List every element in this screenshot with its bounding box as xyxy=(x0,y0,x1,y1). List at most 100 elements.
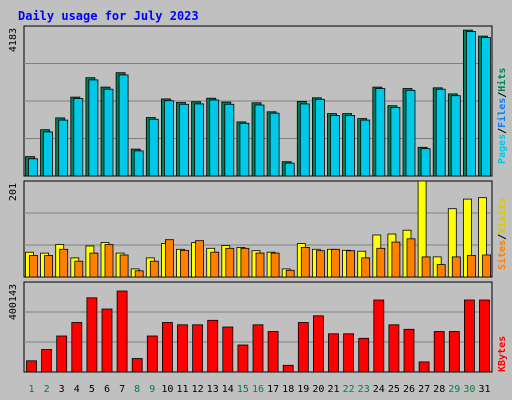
x-tick-label: 9 xyxy=(149,384,155,395)
x-tick-label: 23 xyxy=(358,384,370,395)
visits-sites-panel: 201 xyxy=(8,180,493,278)
bar-kbytes-day-8 xyxy=(131,358,143,373)
bar-files-day-18 xyxy=(284,162,295,177)
x-tick-label: 8 xyxy=(134,384,140,395)
x-tick-label: 5 xyxy=(89,384,95,395)
bar-files-day-15 xyxy=(239,122,250,177)
bar-kbytes-day-16 xyxy=(252,324,264,373)
legend-top: Pages/Files/Hits xyxy=(496,68,508,164)
y-max-label: 4183 xyxy=(8,28,19,52)
x-tick-label: 13 xyxy=(207,384,219,395)
bar-sites-day-18 xyxy=(285,269,295,278)
bar-sites-day-30 xyxy=(466,255,476,278)
y-max-label: 400143 xyxy=(8,284,19,320)
bar-files-day-10 xyxy=(163,100,174,177)
x-tick-label: 24 xyxy=(373,384,385,395)
bar-files-day-19 xyxy=(299,103,310,177)
bar-kbytes-day-27 xyxy=(418,361,430,373)
bar-sites-day-10 xyxy=(164,239,174,278)
x-tick-label: 28 xyxy=(433,384,445,395)
bar-sites-day-9 xyxy=(149,260,159,278)
bar-sites-day-26 xyxy=(406,238,416,278)
bar-sites-day-6 xyxy=(104,244,114,278)
bar-files-day-31 xyxy=(481,37,491,177)
bar-files-day-28 xyxy=(435,88,446,177)
bar-sites-day-25 xyxy=(391,241,401,278)
bar-kbytes-day-30 xyxy=(463,299,475,373)
legend-bottom: KBytes xyxy=(497,336,508,372)
bar-files-day-14 xyxy=(224,103,235,177)
bar-sites-day-15 xyxy=(240,247,250,278)
bar-sites-day-28 xyxy=(436,264,446,278)
day-axis: 1 2 3 4 5 6 7 8 9 10 11 12 13 14 15 16 17 18 19 20 21 22 23 24 2… xyxy=(28,384,490,395)
bar-kbytes-day-14 xyxy=(222,326,234,373)
bar-sites-day-12 xyxy=(195,240,205,278)
x-tick-label: 31 xyxy=(478,384,490,395)
bar-sites-day-5 xyxy=(89,252,99,278)
bar-files-day-16 xyxy=(254,104,265,177)
bar-files-day-3 xyxy=(58,119,69,177)
bar-sites-day-29 xyxy=(451,256,461,278)
bar-sites-day-13 xyxy=(210,251,220,278)
bar-kbytes-day-6 xyxy=(101,308,113,373)
x-tick-label: 22 xyxy=(343,384,355,395)
bar-files-day-5 xyxy=(88,79,99,177)
bar-kbytes-day-17 xyxy=(267,331,279,373)
bar-kbytes-day-12 xyxy=(192,324,204,373)
x-tick-label: 30 xyxy=(463,384,475,395)
bar-sites-day-16 xyxy=(255,252,265,278)
bar-kbytes-day-2 xyxy=(41,349,52,373)
x-tick-label: 4 xyxy=(74,384,80,395)
bar-sites-day-4 xyxy=(74,260,84,278)
bar-sites-day-1 xyxy=(29,255,38,278)
hits-files-pages-panel: 4183 xyxy=(8,25,493,177)
bar-files-day-21 xyxy=(330,115,340,177)
chart-title: Daily usage for July 2023 xyxy=(18,9,199,23)
bar-kbytes-day-20 xyxy=(312,315,324,373)
bar-files-day-2 xyxy=(43,131,53,177)
bar-sites-day-27 xyxy=(421,256,431,278)
x-tick-label: 2 xyxy=(44,384,50,395)
x-tick-label: 19 xyxy=(297,384,309,395)
x-tick-label: 27 xyxy=(418,384,430,395)
bar-files-day-24 xyxy=(375,88,386,177)
bar-kbytes-day-15 xyxy=(237,344,249,373)
bar-files-day-7 xyxy=(118,74,129,177)
bar-kbytes-day-25 xyxy=(388,324,400,373)
bar-files-day-13 xyxy=(209,99,220,177)
x-tick-label: 1 xyxy=(28,384,34,395)
y-max-label: 201 xyxy=(8,183,19,201)
bar-kbytes-day-1 xyxy=(26,360,37,373)
bar-files-day-26 xyxy=(405,89,416,177)
bar-kbytes-day-24 xyxy=(373,299,385,373)
bar-files-day-4 xyxy=(73,98,84,177)
legends: Pages/Files/Hits Sites/Visits KBytes xyxy=(496,68,508,372)
bar-files-day-29 xyxy=(450,95,461,177)
x-tick-label: 6 xyxy=(104,384,110,395)
bar-kbytes-day-31 xyxy=(479,299,490,373)
x-tick-label: 17 xyxy=(267,384,279,395)
x-tick-label: 16 xyxy=(252,384,264,395)
bar-kbytes-day-28 xyxy=(433,331,445,373)
bar-sites-day-14 xyxy=(225,247,235,278)
bar-sites-day-23 xyxy=(361,257,371,278)
bar-files-day-6 xyxy=(103,88,114,177)
bar-kbytes-day-21 xyxy=(328,333,339,373)
kbytes-panel: 400143 xyxy=(8,281,493,373)
x-tick-label: 11 xyxy=(176,384,188,395)
bar-kbytes-day-22 xyxy=(343,333,355,373)
bar-kbytes-day-19 xyxy=(297,322,309,373)
bar-files-day-1 xyxy=(28,158,38,177)
x-tick-label: 12 xyxy=(192,384,204,395)
legend-middle: Sites/Visits xyxy=(496,198,508,270)
bar-files-day-12 xyxy=(194,103,205,177)
x-tick-label: 26 xyxy=(403,384,415,395)
bar-files-day-20 xyxy=(314,98,325,177)
bar-sites-day-31 xyxy=(482,254,491,278)
x-tick-label: 29 xyxy=(448,384,460,395)
bar-sites-day-24 xyxy=(376,247,386,278)
x-tick-label: 3 xyxy=(59,384,65,395)
bar-files-day-8 xyxy=(133,150,144,177)
x-tick-label: 18 xyxy=(282,384,294,395)
